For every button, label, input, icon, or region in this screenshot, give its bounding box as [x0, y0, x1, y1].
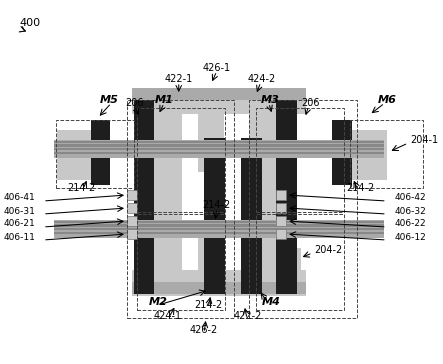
- Bar: [54, 140, 384, 158]
- Bar: [132, 282, 306, 294]
- Bar: [137, 214, 225, 310]
- Bar: [132, 270, 306, 296]
- Bar: [54, 141, 384, 143]
- Bar: [54, 220, 384, 238]
- Text: 406-12: 406-12: [394, 233, 426, 241]
- Text: 406-42: 406-42: [394, 194, 426, 202]
- Text: M1: M1: [155, 95, 174, 105]
- Bar: [54, 224, 384, 227]
- Bar: [276, 203, 286, 213]
- Bar: [132, 88, 306, 114]
- Bar: [54, 228, 384, 230]
- Text: M3: M3: [261, 95, 280, 105]
- Text: 406-22: 406-22: [394, 219, 426, 229]
- Text: 206: 206: [301, 98, 320, 108]
- Bar: [54, 145, 384, 147]
- Bar: [137, 108, 225, 212]
- Bar: [350, 120, 423, 188]
- Bar: [198, 222, 224, 294]
- Bar: [361, 130, 387, 180]
- Text: 214-2: 214-2: [346, 183, 374, 193]
- Bar: [276, 190, 286, 200]
- Text: 400: 400: [19, 18, 41, 28]
- Bar: [154, 100, 182, 294]
- Text: 406-32: 406-32: [394, 206, 426, 215]
- Text: 204-2: 204-2: [315, 245, 343, 255]
- Bar: [242, 248, 301, 272]
- Bar: [56, 120, 134, 188]
- Bar: [276, 100, 297, 294]
- Bar: [54, 151, 384, 154]
- Bar: [54, 148, 384, 150]
- Bar: [256, 214, 344, 310]
- Text: 214-2: 214-2: [194, 300, 222, 310]
- Bar: [91, 120, 110, 185]
- Text: 406-41: 406-41: [4, 194, 35, 202]
- Text: 422-2: 422-2: [234, 311, 262, 321]
- Bar: [198, 100, 224, 172]
- Text: 426-1: 426-1: [203, 63, 231, 73]
- Bar: [54, 221, 384, 223]
- Text: 424-1: 424-1: [154, 311, 182, 321]
- Bar: [249, 100, 357, 318]
- Bar: [127, 216, 137, 226]
- Bar: [241, 138, 262, 294]
- Text: 422-1: 422-1: [165, 74, 193, 84]
- Text: 206: 206: [125, 98, 144, 108]
- Bar: [134, 100, 154, 294]
- Bar: [127, 190, 137, 200]
- Bar: [249, 100, 276, 294]
- Bar: [57, 130, 101, 180]
- Bar: [276, 216, 286, 226]
- Text: 214-2: 214-2: [67, 183, 95, 193]
- Text: M4: M4: [262, 297, 281, 307]
- Bar: [127, 229, 137, 239]
- Text: 406-31: 406-31: [4, 206, 36, 215]
- Bar: [332, 120, 352, 185]
- Text: 426-2: 426-2: [190, 325, 218, 335]
- Bar: [127, 203, 137, 213]
- Bar: [127, 100, 234, 318]
- Bar: [204, 138, 225, 294]
- Bar: [332, 130, 377, 180]
- Text: 406-11: 406-11: [4, 233, 36, 241]
- Text: M5: M5: [100, 95, 119, 105]
- Bar: [256, 108, 344, 212]
- Bar: [54, 232, 384, 234]
- Bar: [132, 88, 306, 308]
- Text: M2: M2: [149, 297, 167, 307]
- Text: M6: M6: [377, 95, 396, 105]
- Bar: [132, 88, 306, 100]
- Text: 406-21: 406-21: [4, 219, 35, 229]
- Text: 204-1: 204-1: [410, 135, 439, 145]
- Text: 424-2: 424-2: [248, 74, 276, 84]
- Text: 214-2: 214-2: [203, 200, 231, 210]
- Bar: [276, 229, 286, 239]
